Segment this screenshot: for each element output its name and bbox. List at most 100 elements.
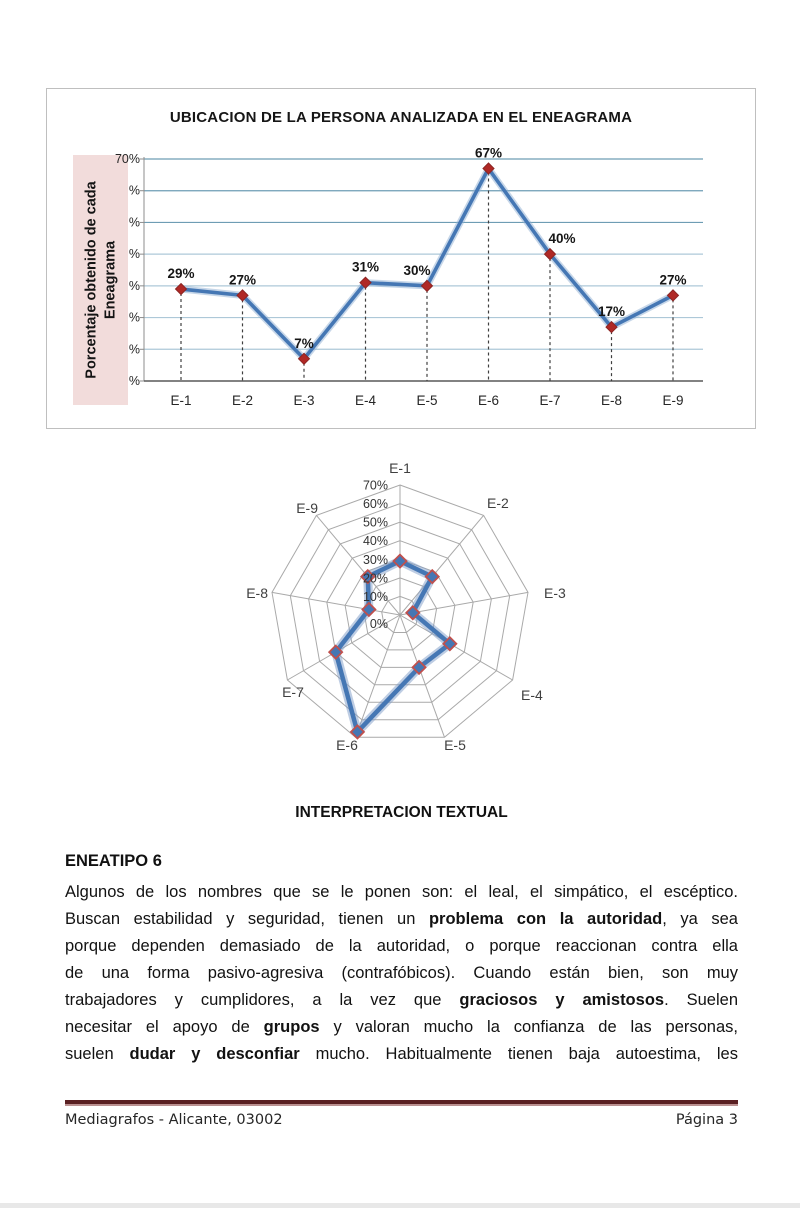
data-point-marker — [605, 320, 618, 334]
y-tick-label: % — [129, 311, 140, 325]
data-markers — [174, 162, 680, 366]
data-labels: 29% 27% 7% 31% 30% 67% 40% 17% 27% — [167, 146, 686, 351]
paragraph-line: necesitar el apoyo de grupos y valoran m… — [65, 1014, 738, 1041]
y-tick-label: % — [129, 215, 140, 229]
bold-text-run: grupos — [263, 1018, 320, 1036]
radar-axis-labels: E-1 E-2 E-3 E-4 E-5 E-6 E-7 E-8 E-9 — [246, 460, 566, 753]
data-label: 27% — [659, 272, 686, 287]
data-point-marker — [666, 289, 680, 302]
data-point-marker — [543, 247, 557, 261]
text-run: trabajadores y cumplidores, a la vez que — [65, 991, 460, 1009]
data-label: 7% — [294, 336, 314, 351]
data-label: 40% — [548, 231, 575, 246]
data-label: 31% — [352, 260, 379, 275]
radar-spoke — [355, 614, 401, 738]
text-run: porque dependen demasiado de la autorida… — [65, 937, 738, 955]
x-tick-label: E-1 — [170, 393, 191, 408]
radar-point-marker — [405, 604, 421, 621]
radar-spokes — [271, 485, 529, 738]
data-label: 29% — [167, 266, 194, 281]
data-label: 27% — [229, 272, 256, 287]
y-tick-labels: 70%%%%%%%% — [115, 152, 140, 388]
footer-right: Página 3 — [675, 1112, 738, 1128]
line-chart-title: UBICACION DE LA PERSONA ANALIZADA EN EL … — [169, 109, 633, 126]
data-point-marker — [359, 276, 372, 289]
radar-ring-label: 50% — [363, 516, 388, 530]
radar-axis-label: E-8 — [246, 585, 268, 601]
radar-spoke — [316, 515, 401, 616]
radar-spoke — [399, 614, 445, 738]
text-run: necesitar el apoyo de — [65, 1018, 264, 1036]
radar-axis-label: E-5 — [444, 737, 466, 753]
interpretation-heading: INTERPRETACION TEXTUAL — [295, 804, 508, 821]
data-point-marker — [174, 282, 188, 296]
radar-axis-label: E-7 — [282, 684, 304, 700]
radar-axis-label: E-3 — [544, 585, 566, 601]
radar-ring-label: 30% — [363, 553, 388, 567]
paragraph-line: Algunos de los nombres que se le ponen s… — [65, 879, 738, 906]
text-run: suelen — [65, 1045, 130, 1063]
data-label: 67% — [475, 146, 502, 161]
y-tick-label: % — [129, 184, 140, 198]
interpretation-paragraph: Algunos de los nombres que se le ponen s… — [65, 879, 738, 1068]
radar-axis-label: E-9 — [296, 500, 318, 516]
radar-ring-label: 20% — [363, 571, 388, 585]
radar-ring-label: 40% — [363, 534, 388, 548]
x-tick-label: E-3 — [293, 393, 314, 408]
radar-spoke — [271, 591, 401, 616]
radar-spoke — [399, 591, 529, 616]
radar-chart: 70%60%50%40%30%20%10%0%E-1E-2E-3E-4E-5E-… — [246, 460, 566, 753]
radar-ring-label: 70% — [363, 479, 388, 493]
radar-ring — [271, 484, 529, 738]
radar-ring-label: 0% — [370, 617, 388, 631]
radar-ring — [308, 521, 492, 703]
x-tick-label: E-7 — [539, 393, 560, 408]
data-point-marker — [236, 289, 249, 302]
y-gridlines — [144, 158, 703, 350]
y-tick-label: % — [129, 247, 140, 261]
footer-left: Mediagrafos - Alicante, 03002 — [65, 1112, 283, 1128]
eneatipo-subheading: ENEATIPO 6 — [65, 852, 162, 870]
bold-text-run: graciosos y amistosos — [459, 991, 665, 1009]
data-label: 30% — [403, 263, 430, 278]
text-run: de una forma pasivo-agresiva (contrafóbi… — [65, 964, 738, 982]
paragraph-line: Buscan estabilidad y seguridad, tienen u… — [65, 906, 738, 933]
x-tick-label: E-4 — [355, 393, 377, 408]
radar-ring-label: 10% — [363, 590, 388, 604]
radar-axis-label: E-6 — [336, 737, 358, 753]
radar-spoke — [399, 515, 484, 616]
x-tick-label: E-9 — [662, 393, 683, 408]
y-tick-label: % — [129, 374, 140, 388]
x-tick-label: E-6 — [478, 393, 499, 408]
radar-point-marker — [349, 724, 366, 740]
y-tick-label: % — [129, 279, 140, 293]
x-tick-labels: E-1 E-2 E-3 E-4 E-5 E-6 E-7 E-8 E-9 — [170, 393, 683, 408]
data-label: 17% — [598, 304, 625, 319]
footer-rule — [65, 1100, 738, 1104]
paragraph-line: de una forma pasivo-agresiva (contrafóbi… — [65, 960, 738, 987]
drop-lines — [180, 172, 674, 381]
text-run: , ya sea — [662, 910, 738, 928]
x-tick-label: E-8 — [601, 393, 622, 408]
radar-data-polygon — [333, 558, 453, 735]
radar-point-marker — [359, 568, 376, 585]
radar-markers — [327, 553, 458, 740]
x-tick-label: E-5 — [416, 393, 437, 408]
data-point-marker — [482, 162, 495, 175]
footer: Mediagrafos - Alicante, 03002 Página 3 — [65, 1112, 738, 1128]
radar-point-marker — [411, 659, 427, 676]
paragraph-line: suelen dudar y desconfiar mucho. Habitua… — [65, 1041, 738, 1068]
text-run: mucho. Habitualmente tienen baja autoest… — [299, 1045, 738, 1063]
radar-axis-label: E-1 — [389, 460, 411, 476]
radar-ring-labels: 70% 60% 50% 40% 30% 20% 10% 0% — [363, 479, 388, 632]
y-tick-label: 70% — [115, 152, 140, 166]
text-run: Algunos de los nombres que se le ponen s… — [65, 883, 738, 901]
line-chart: 70%%%%%%%%29% 27%7%31% 30%67%40%17%27%E-1 E… — [115, 146, 703, 408]
radar-spoke — [399, 614, 513, 681]
radar-axis-label: E-2 — [487, 495, 509, 511]
bold-text-run: dudar y desconfiar — [129, 1045, 300, 1063]
text-run: y valoran mucho la confianza de las pers… — [319, 1018, 738, 1036]
x-tick-label: E-2 — [232, 393, 253, 408]
line-chart-panel: UBICACION DE LA PERSONA ANALIZADA EN EL … — [46, 88, 756, 429]
